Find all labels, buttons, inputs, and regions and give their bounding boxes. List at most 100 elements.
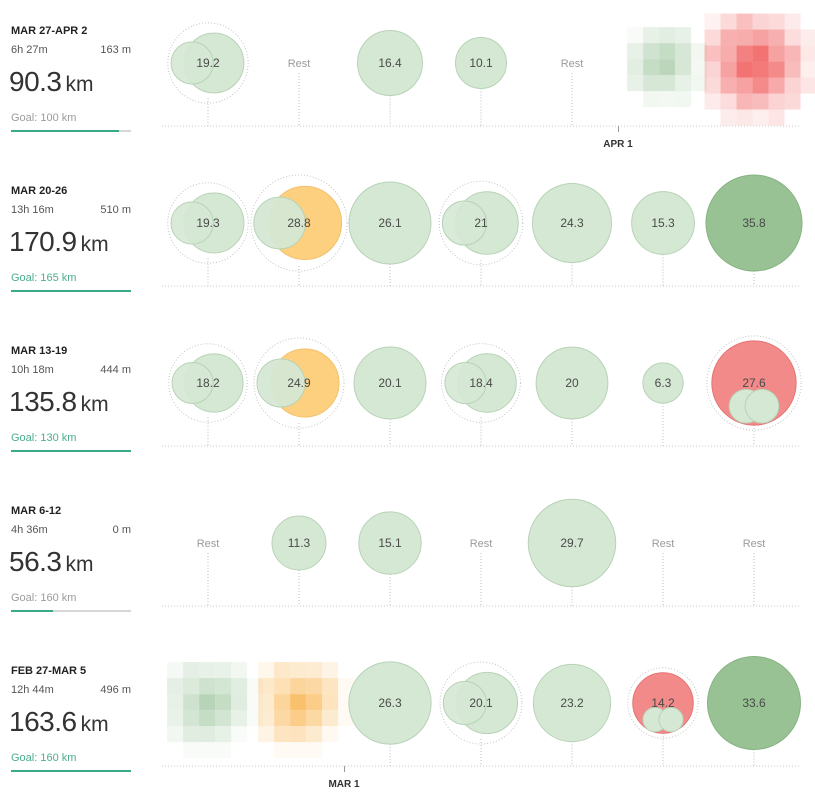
pixelated-block xyxy=(627,75,644,92)
pixelated-block xyxy=(183,678,200,695)
run-bubble[interactable] xyxy=(535,346,609,420)
day-cell[interactable]: 18.2 xyxy=(168,343,248,446)
run-bubble[interactable] xyxy=(358,511,422,575)
day-cell[interactable]: 19.2 xyxy=(167,22,249,126)
day-cell[interactable]: 24.3 xyxy=(531,182,613,286)
day-cell: Rest xyxy=(743,538,766,606)
day-cell[interactable]: 16.4 xyxy=(357,30,423,126)
day-cell[interactable] xyxy=(704,13,815,126)
run-bubble[interactable] xyxy=(631,191,695,255)
day-cell[interactable]: 15.1 xyxy=(358,511,422,606)
pixelated-block xyxy=(290,742,307,759)
pixelated-block xyxy=(258,694,275,711)
pixelated-block xyxy=(752,93,769,110)
day-cell[interactable] xyxy=(167,662,264,759)
run-bubble[interactable] xyxy=(348,181,432,265)
day-cell[interactable]: 6.3 xyxy=(642,362,684,446)
day-cell[interactable]: 14.2 xyxy=(627,667,699,766)
week-goal: Goal: 160 km xyxy=(11,752,77,764)
run-bubble[interactable] xyxy=(455,37,507,89)
run-bubble[interactable] xyxy=(357,30,423,96)
week-distance-unit: km xyxy=(80,233,109,256)
day-cell[interactable]: 21 xyxy=(438,180,524,286)
run-bubble[interactable] xyxy=(527,498,617,588)
pixelated-block xyxy=(643,91,660,108)
pixelated-block xyxy=(322,662,339,679)
secondary-run-bubble[interactable] xyxy=(442,680,487,726)
pixelated-block xyxy=(306,694,323,711)
multi-run-ring xyxy=(168,343,248,423)
day-cell[interactable]: 10.1 xyxy=(455,37,507,126)
run-bubble[interactable] xyxy=(531,182,613,264)
run-bubble[interactable] xyxy=(348,661,432,745)
day-cell[interactable]: 20.1 xyxy=(353,346,427,446)
run-distance-label: 28.8 xyxy=(287,216,311,230)
pixelated-block xyxy=(720,109,737,126)
pixelated-block xyxy=(736,93,753,110)
multi-run-ring xyxy=(167,182,249,264)
day-cell[interactable]: 19.3 xyxy=(167,182,249,286)
run-bubble[interactable] xyxy=(532,663,612,743)
pixelated-block xyxy=(215,662,232,679)
rest-label: Rest xyxy=(743,538,766,550)
run-distance-label: 23.2 xyxy=(560,696,584,710)
week-distance-value: 90.3 xyxy=(9,66,62,97)
day-cell[interactable]: 20 xyxy=(535,346,609,446)
secondary-run-bubble[interactable] xyxy=(744,388,780,424)
day-cell[interactable] xyxy=(258,662,355,759)
day-cell[interactable]: 24.9 xyxy=(253,337,345,446)
run-distance-label: 20.1 xyxy=(378,376,402,390)
day-cell[interactable]: 20.1 xyxy=(439,661,523,766)
pixelated-block xyxy=(231,678,248,695)
day-cell[interactable]: 28.8 xyxy=(250,174,348,286)
pixelated-block xyxy=(183,726,200,743)
pixelated-block xyxy=(183,662,200,679)
run-distance-label: 10.1 xyxy=(469,56,493,70)
pixelated-block xyxy=(784,61,801,78)
pixelated-block xyxy=(768,61,785,78)
day-cell[interactable]: 27.6 xyxy=(706,335,802,446)
day-cell[interactable]: 26.3 xyxy=(348,661,432,766)
goal-progress-bar xyxy=(11,610,131,612)
pixelated-block xyxy=(736,45,753,62)
pixelated-block xyxy=(752,45,769,62)
week-row: MAR 13-19 10h 18m 444 m 135.8 km Goal: 13… xyxy=(0,326,815,486)
secondary-run-bubble[interactable] xyxy=(171,361,214,405)
run-distance-label: 19.3 xyxy=(196,216,220,230)
run-bubble[interactable] xyxy=(353,346,427,420)
pixelated-block xyxy=(704,61,721,78)
day-cell[interactable]: 11.3 xyxy=(271,515,327,606)
secondary-run-bubble[interactable] xyxy=(170,41,214,85)
run-distance-label: 26.1 xyxy=(378,216,402,230)
secondary-run-bubble[interactable] xyxy=(170,201,214,245)
run-bubble[interactable] xyxy=(705,174,803,272)
secondary-run-bubble[interactable] xyxy=(253,196,306,250)
week-duration: 4h 36m xyxy=(11,524,48,536)
day-cell[interactable]: 26.1 xyxy=(348,181,432,286)
pixelated-block xyxy=(720,93,737,110)
run-bubble[interactable] xyxy=(271,515,327,571)
secondary-run-bubble[interactable] xyxy=(658,707,684,733)
run-bubble[interactable] xyxy=(642,362,684,404)
pixelated-block xyxy=(258,710,275,727)
day-cell[interactable]: 15.3 xyxy=(631,191,695,286)
pixelated-block xyxy=(231,694,248,711)
week-distance: 90.3 km xyxy=(9,66,94,98)
day-cell[interactable]: 35.8 xyxy=(705,174,803,286)
pixelated-block xyxy=(784,93,801,110)
secondary-run-bubble[interactable] xyxy=(441,200,488,246)
week-range: MAR 27-APR 2 xyxy=(11,25,88,37)
day-cell[interactable]: 18.4 xyxy=(441,343,521,446)
run-distance-label: 16.4 xyxy=(378,56,402,70)
secondary-run-bubble[interactable] xyxy=(256,358,306,408)
multi-run-ring xyxy=(627,667,699,739)
run-bubble[interactable] xyxy=(706,655,802,751)
run-distance-label: 27.6 xyxy=(742,376,766,390)
day-cell[interactable]: 23.2 xyxy=(532,663,612,766)
day-cell[interactable] xyxy=(627,27,708,108)
day-cell[interactable]: 33.6 xyxy=(706,655,802,766)
week-day-chart: 26.3 20.1 23.2 14.2 33.6 xyxy=(162,655,802,767)
run-distance-label: 6.3 xyxy=(655,376,672,390)
secondary-run-bubble[interactable] xyxy=(444,361,487,405)
day-cell[interactable]: 29.7 xyxy=(527,498,617,606)
